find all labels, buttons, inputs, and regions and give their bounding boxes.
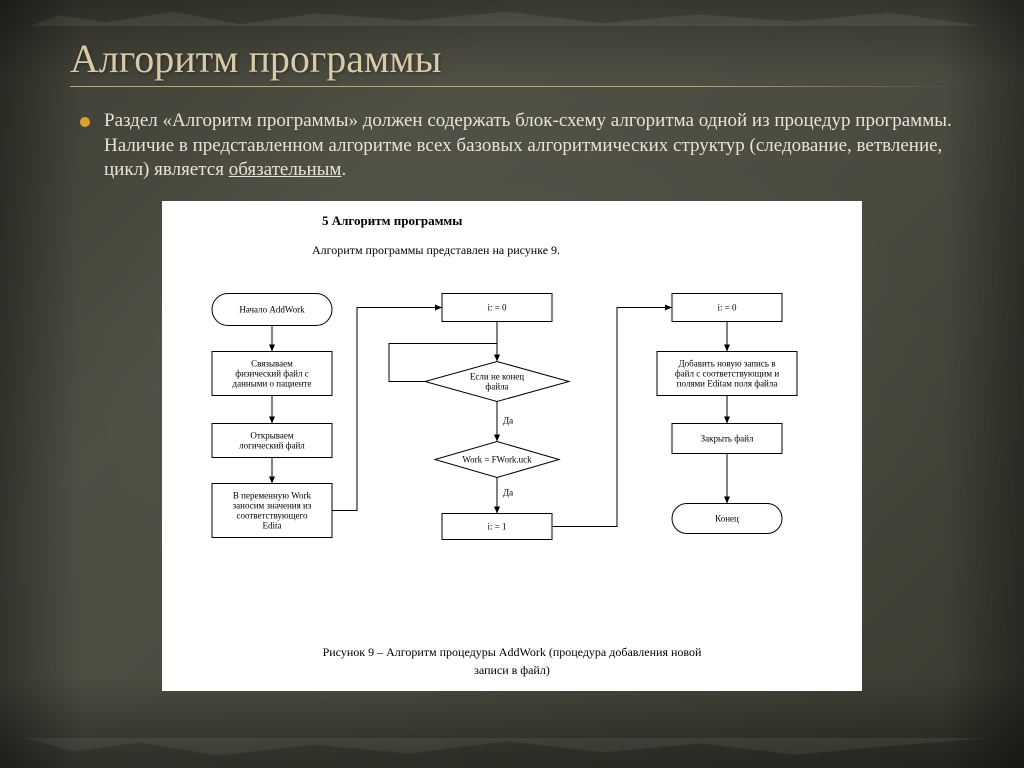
svg-text:Связываем: Связываем bbox=[251, 359, 293, 369]
diagram-heading: 5 Алгоритм программы bbox=[322, 213, 462, 229]
svg-text:полями Editам поля файла: полями Editам поля файла bbox=[677, 379, 778, 389]
caption-line-2: записи в файл) bbox=[474, 663, 550, 677]
flowchart-document: 5 Алгоритм программы Алгоритм программы … bbox=[162, 201, 862, 691]
svg-text:Закрыть файл: Закрыть файл bbox=[701, 434, 754, 444]
svg-text:В переменную Work: В переменную Work bbox=[233, 491, 312, 501]
flowchart-svg-wrap: Да Да Начало AddWork Связываемфизический фа… bbox=[177, 271, 847, 636]
svg-text:i: = 1: i: = 1 bbox=[487, 522, 506, 532]
title-underline bbox=[70, 86, 954, 87]
diagram-caption: Рисунок 9 – Алгоритм процедуры AddWork (… bbox=[162, 643, 862, 679]
svg-text:логический файл: логический файл bbox=[239, 441, 305, 451]
bullet-item: Раздел «Алгоритм программы» должен содер… bbox=[70, 109, 954, 183]
bullet-marker bbox=[80, 117, 90, 127]
svg-text:Открываем: Открываем bbox=[250, 431, 293, 441]
svg-text:данными о пациенте: данными о пациенте bbox=[233, 379, 312, 389]
diagram-subtitle: Алгоритм программы представлен на рисунк… bbox=[312, 243, 560, 258]
svg-text:Если не конец: Если не конец bbox=[470, 372, 524, 382]
caption-line-1: Рисунок 9 – Алгоритм процедуры AddWork (… bbox=[323, 645, 702, 659]
svg-text:Начало AddWork: Начало AddWork bbox=[239, 305, 305, 315]
svg-text:файл с соответствующим и: файл с соответствующим и bbox=[675, 369, 779, 379]
svg-text:соответствующего: соответствующего bbox=[236, 511, 308, 521]
bullet-text-suffix: . bbox=[341, 159, 346, 180]
svg-text:Edita: Edita bbox=[263, 521, 282, 531]
svg-text:Да: Да bbox=[503, 416, 513, 426]
bullet-text: Раздел «Алгоритм программы» должен содер… bbox=[104, 109, 954, 183]
svg-text:Да: Да bbox=[503, 488, 513, 498]
svg-text:Конец: Конец bbox=[715, 514, 739, 524]
slide-title: Алгоритм программы bbox=[70, 35, 954, 82]
svg-text:заносим значения из: заносим значения из bbox=[233, 501, 312, 511]
slide-content: Алгоритм программы Раздел «Алгоритм прог… bbox=[0, 0, 1024, 711]
bullet-text-underlined: обязательным bbox=[229, 159, 342, 180]
svg-text:физический файл с: физический файл с bbox=[235, 369, 308, 379]
svg-text:Добавить новую запись в: Добавить новую запись в bbox=[679, 359, 776, 369]
svg-text:i: = 0: i: = 0 bbox=[487, 303, 507, 313]
svg-text:файла: файла bbox=[485, 382, 508, 392]
flowchart-svg: Да Да Начало AddWork Связываемфизический фа… bbox=[177, 271, 847, 636]
svg-text:Work = FWork.uck: Work = FWork.uck bbox=[462, 455, 532, 465]
svg-text:i: = 0: i: = 0 bbox=[717, 303, 737, 313]
